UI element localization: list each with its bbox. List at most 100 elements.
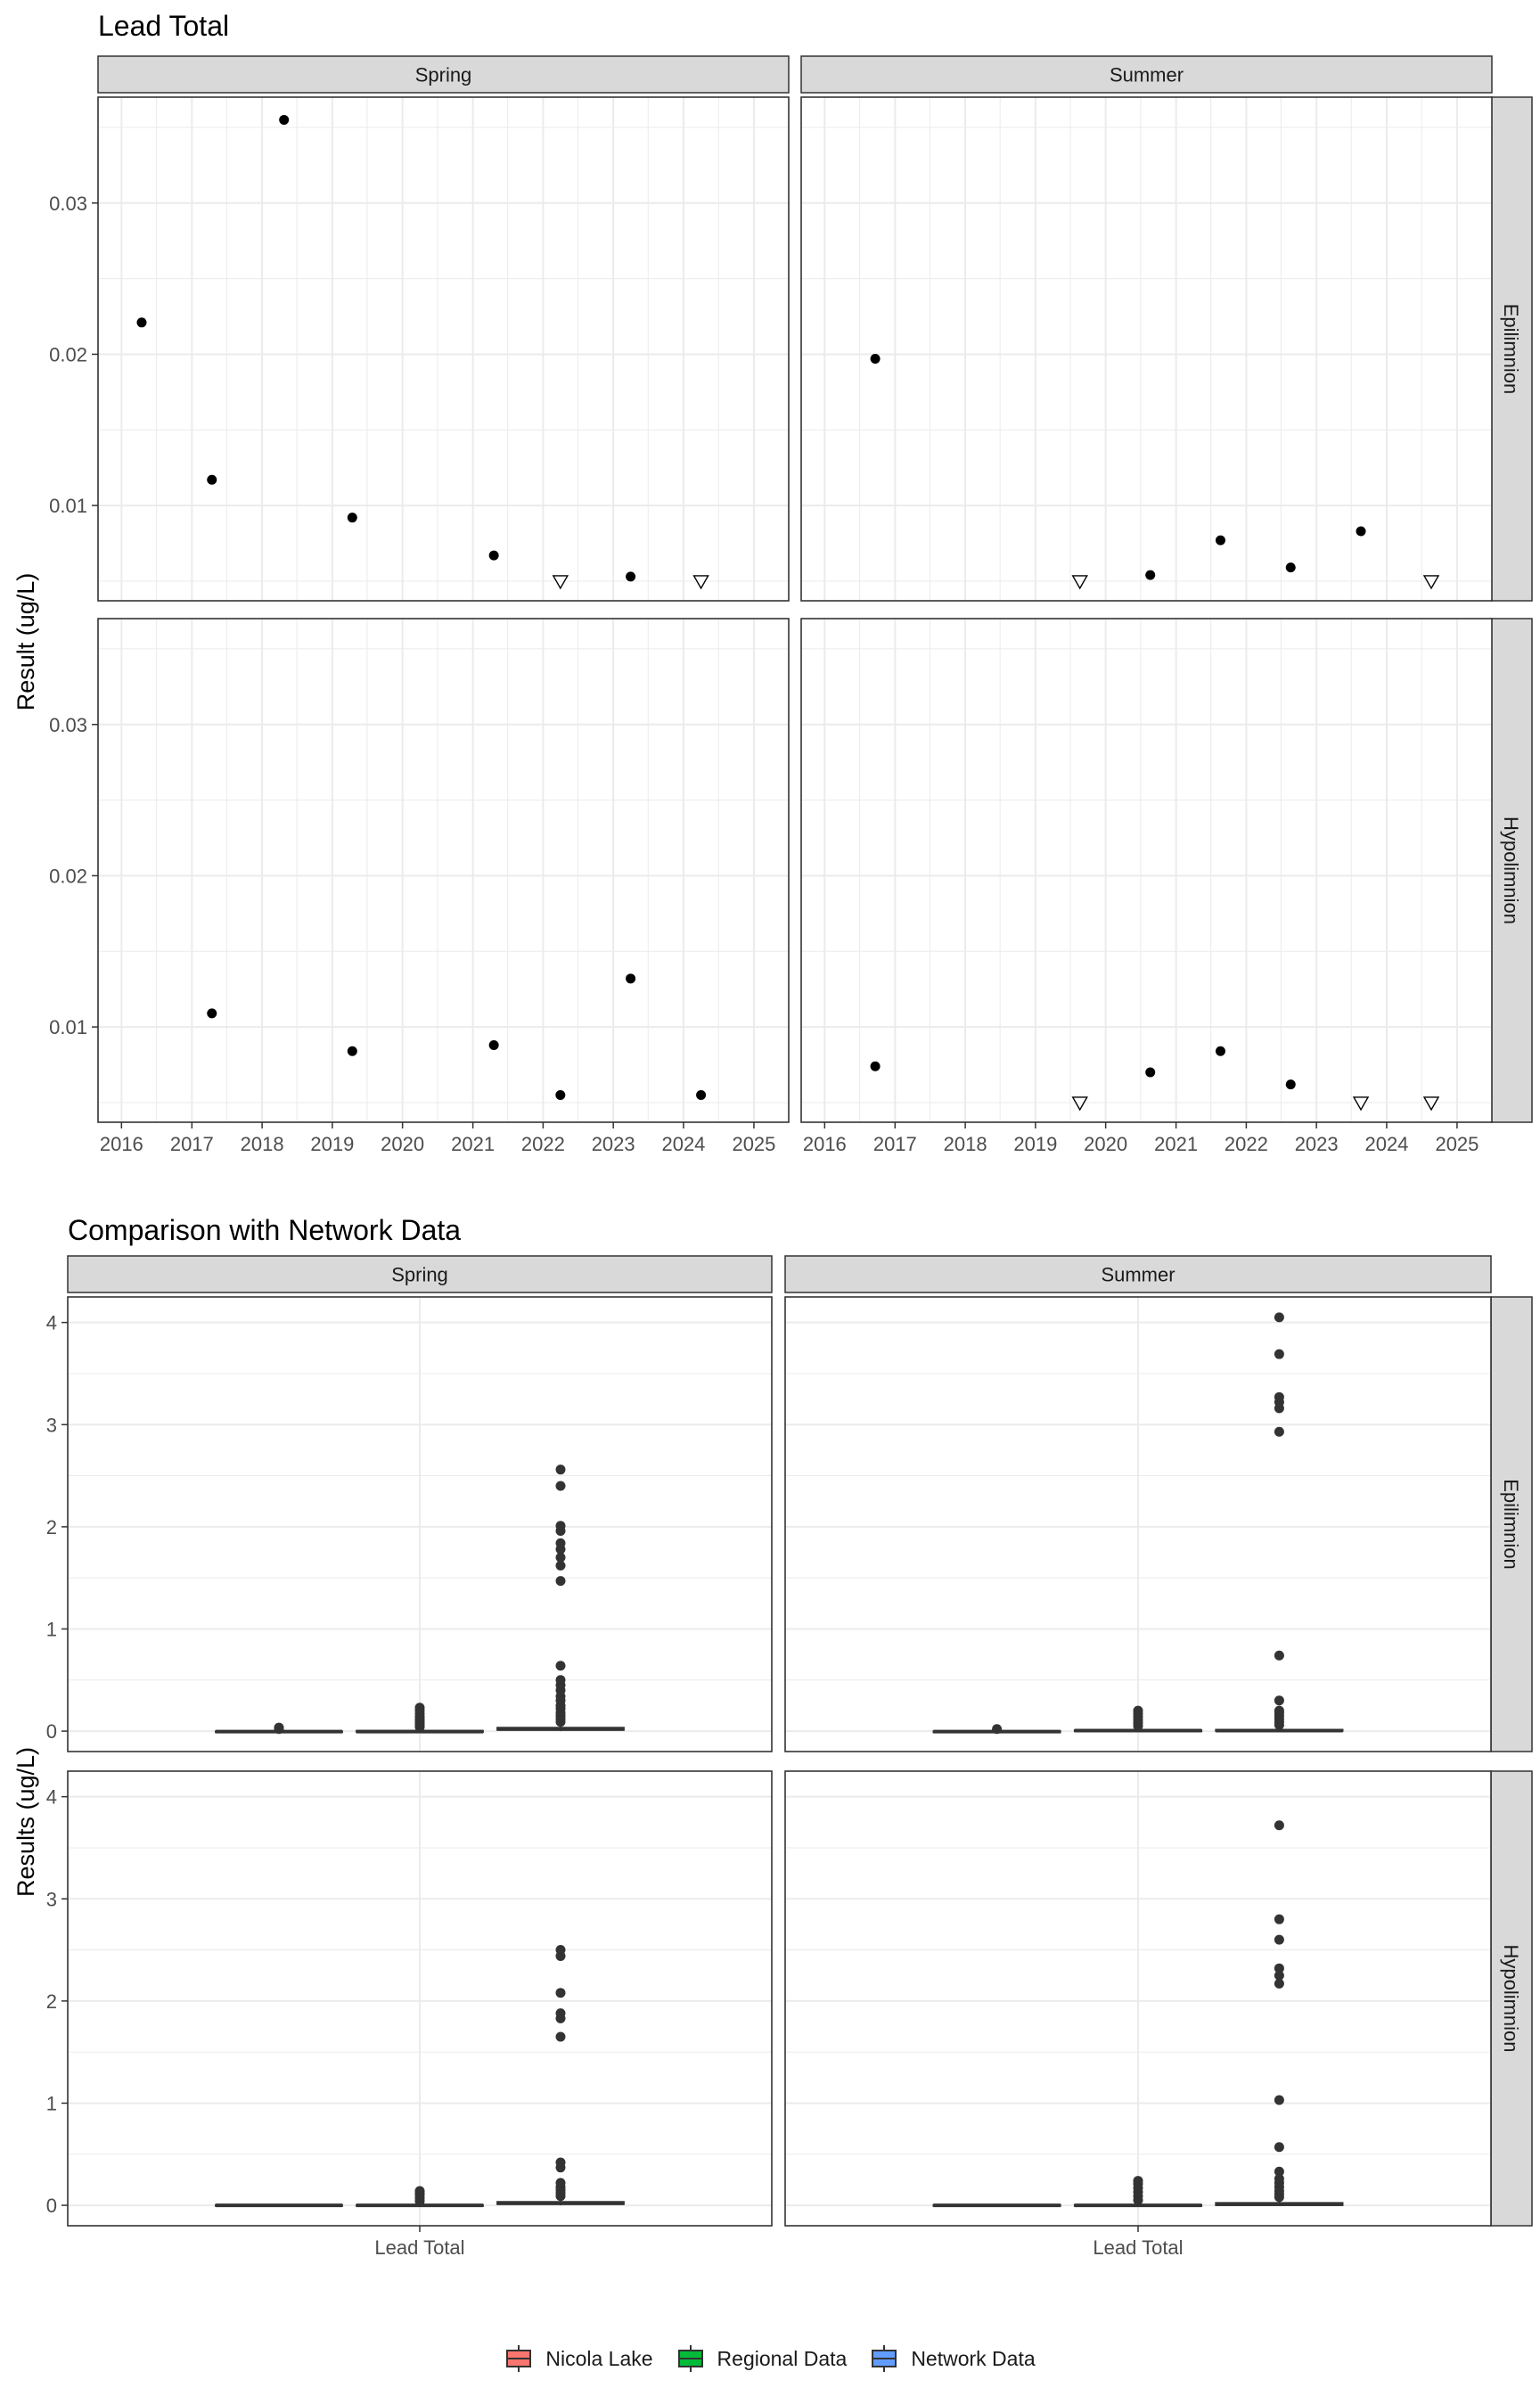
panel-summer-epilimnion xyxy=(784,1296,1492,1752)
facet-strip-summer-label: Summer xyxy=(1110,64,1184,86)
legend-key xyxy=(676,2345,707,2372)
x-tick-label: 2021 xyxy=(451,1133,495,1155)
outlier-point xyxy=(1274,1914,1284,1924)
outlier-point xyxy=(1274,1695,1284,1706)
data-point xyxy=(207,474,217,485)
outlier-point xyxy=(1274,1963,1284,1973)
data-point xyxy=(696,1089,707,1100)
outlier-point xyxy=(555,2178,566,2188)
y-tick-label: 2 xyxy=(46,1990,57,2013)
outlier-point xyxy=(1274,1312,1284,1323)
x-tick-label: 2019 xyxy=(310,1133,354,1155)
outlier-point xyxy=(555,1560,566,1571)
data-point xyxy=(1215,535,1225,546)
outlier-point xyxy=(1274,1705,1284,1716)
x-tick-label: Lead Total xyxy=(1093,2236,1183,2259)
panel-summer-hypolimnion xyxy=(784,1770,1492,2227)
facet-strip-summer xyxy=(800,55,1493,94)
outlier-point xyxy=(555,1945,566,1956)
facet-strip-spring-label: Spring xyxy=(391,1264,448,1286)
outlier-point xyxy=(1274,1426,1284,1437)
outlier-point xyxy=(414,1703,425,1713)
legend-label: Network Data xyxy=(911,2346,1036,2370)
data-point xyxy=(488,550,499,561)
facet-strip-hypolimnion-label: Hypolimnion xyxy=(1500,1944,1522,2052)
data-point-below-detection xyxy=(692,575,709,590)
y-axis-label: Results (ug/L) xyxy=(12,1747,39,1897)
data-point-below-detection xyxy=(1071,575,1088,590)
panel-spring-epilimnion xyxy=(97,96,790,602)
network-comparison-box-chart: Comparison with Network Data Results (ug… xyxy=(12,1214,1533,2259)
box-regional-data xyxy=(356,2186,484,2208)
data-point-below-detection xyxy=(1352,1096,1370,1112)
x-tick-label: 2022 xyxy=(521,1133,565,1155)
y-tick-label: 1 xyxy=(46,2092,57,2114)
legend-key xyxy=(504,2345,535,2372)
outlier-point xyxy=(1274,1820,1284,1831)
chart-title: Lead Total xyxy=(98,10,229,42)
data-point xyxy=(1145,1067,1156,1078)
box-network-data xyxy=(496,1945,625,2206)
y-tick-label: 0.02 xyxy=(49,343,87,365)
outlier-point xyxy=(555,1538,566,1548)
panel-spring-epilimnion xyxy=(67,1296,773,1752)
x-tick-label: 2016 xyxy=(803,1133,847,1155)
outlier-point xyxy=(1133,1705,1143,1716)
outlier-point xyxy=(1274,2095,1284,2105)
outlier-point xyxy=(1274,2173,1284,2184)
y-axis-label: Result (ug/L) xyxy=(12,573,39,711)
data-point xyxy=(347,513,357,523)
panel-border xyxy=(800,618,1493,1123)
y-tick-label: 3 xyxy=(46,1888,57,1910)
panel-spring-hypolimnion xyxy=(67,1770,773,2227)
data-point xyxy=(870,1061,881,1071)
panel-summer-hypolimnion xyxy=(800,618,1493,1123)
outlier-point xyxy=(1274,2166,1284,2177)
x-tick-label: 2021 xyxy=(1154,1133,1198,1155)
data-point xyxy=(1285,1079,1296,1090)
y-tick-label: 0.02 xyxy=(49,865,87,887)
box-nicola-lake xyxy=(215,2203,343,2208)
outlier-point xyxy=(555,1988,566,1998)
y-tick-label: 0 xyxy=(46,1720,57,1743)
panel-spring-hypolimnion xyxy=(97,618,790,1123)
data-point xyxy=(1145,570,1156,580)
y-tick-label: 1 xyxy=(46,1618,57,1640)
facet-strip-hypolimnion xyxy=(1490,618,1533,1123)
outlier-point xyxy=(555,1552,566,1563)
x-tick-label: 2025 xyxy=(1435,1133,1479,1155)
outlier-point xyxy=(1274,1391,1284,1402)
box-network-data xyxy=(496,1465,625,1732)
y-tick-label: 0.01 xyxy=(49,1016,87,1038)
outlier-point xyxy=(555,1576,566,1587)
outlier-point xyxy=(1274,1970,1284,1981)
outlier-point xyxy=(555,1465,566,1475)
data-point xyxy=(1356,526,1366,537)
y-tick-label: 0.01 xyxy=(49,495,87,517)
data-point xyxy=(207,1008,217,1019)
x-tick-label: 2017 xyxy=(873,1133,917,1155)
data-point-below-detection xyxy=(1422,1096,1440,1112)
outlier-point xyxy=(1274,1650,1284,1661)
facet-strip-hypolimnion-label: Hypolimnion xyxy=(1500,816,1522,924)
legend-label: Regional Data xyxy=(717,2346,848,2370)
y-tick-label: 4 xyxy=(46,1312,57,1334)
facet-strip-spring xyxy=(67,1255,773,1293)
facet-strip-epilimnion xyxy=(1490,96,1533,602)
x-tick-label: 2020 xyxy=(381,1133,424,1155)
outlier-point xyxy=(274,1722,284,1733)
box-nicola-lake xyxy=(932,2203,1061,2208)
outlier-point xyxy=(1274,1934,1284,1945)
data-point-below-detection xyxy=(552,575,569,590)
panel-background xyxy=(98,97,789,601)
panel-border xyxy=(784,1296,1492,1752)
facet-strip-spring xyxy=(97,55,790,94)
y-tick-label: 4 xyxy=(46,1786,57,1809)
y-tick-label: 0.03 xyxy=(49,714,87,736)
y-tick-label: 0.03 xyxy=(49,193,87,215)
x-tick-label: 2023 xyxy=(1295,1133,1339,1155)
outlier-point xyxy=(1274,1349,1284,1359)
box-regional-data xyxy=(1073,2176,1203,2208)
x-tick-label: 2024 xyxy=(1364,1133,1408,1155)
legend-key xyxy=(870,2345,900,2372)
